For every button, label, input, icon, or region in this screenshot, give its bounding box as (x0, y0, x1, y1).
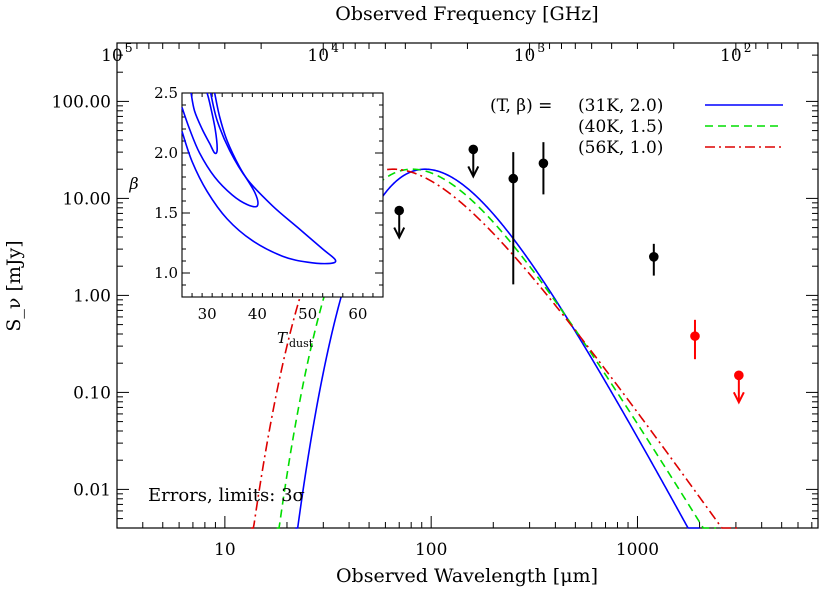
inset-y-label: β (128, 174, 138, 193)
data-point (394, 205, 405, 216)
inset-background (181, 92, 384, 298)
tick-marks (116, 42, 819, 529)
y-tick-label: 100.00 (52, 92, 111, 112)
y-tick-label: 0.10 (73, 383, 111, 403)
top-axis-label: Observed Frequency [GHz] (335, 3, 598, 25)
x-tick-label: 100 (415, 540, 447, 560)
inset-y-tick-label: 1.0 (154, 264, 178, 282)
y-tick-label: 0.01 (73, 480, 111, 500)
top-tick-exponent: 5 (125, 41, 133, 55)
upper-limit-arrowhead (467, 165, 480, 179)
inset-x-tick-label: 60 (348, 305, 367, 323)
upper-limit-arrowhead (393, 227, 406, 240)
data-point (468, 144, 479, 155)
annotation-errors: Errors, limits: 3σ (148, 485, 305, 506)
data-point (690, 331, 700, 341)
top-tick-label: 10 (307, 46, 329, 66)
top-tick-exponent: 4 (331, 41, 339, 55)
y-axis-label: S_ν [mJy] (3, 240, 25, 331)
inset-contour (190, 92, 218, 155)
inset-plot: 30 40 50 60 1.0 1.5 2.0 2.5 T dust β (128, 84, 384, 350)
upper-limit-arrowhead (732, 391, 745, 405)
inset-x-tick-label: 50 (298, 305, 317, 323)
inset-contour (181, 92, 337, 265)
legend: (T, β) = (31K, 2.0)(40K, 1.5)(56K, 1.0) (490, 96, 783, 158)
inset-y-tick-label: 2.0 (154, 144, 178, 162)
legend-label: (40K, 1.5) (578, 117, 663, 137)
x-tick-label: 10 (214, 540, 236, 560)
legend-header: (T, β) = (490, 96, 552, 116)
legend-label: (56K, 1.0) (578, 138, 663, 158)
inset-y-tick-label: 2.5 (154, 84, 178, 102)
inset-x-tick-label: 30 (198, 305, 217, 323)
data-point (508, 173, 519, 184)
top-tick-label: 10 (514, 46, 536, 66)
inset-x-label: T (277, 329, 288, 347)
inset-contour (181, 92, 259, 208)
inset-content: 30 40 50 60 1.0 1.5 2.0 2.5 (154, 84, 384, 323)
top-tick-exponent: 3 (538, 41, 546, 55)
y-tick-label: 1.00 (73, 286, 111, 306)
data-point (734, 370, 744, 381)
top-tick-label: 10 (101, 46, 123, 66)
data-point (649, 251, 659, 262)
x-axis-label: Observed Wavelength [μm] (336, 565, 598, 587)
top-tick-label: 10 (720, 46, 742, 66)
legend-label: (31K, 2.0) (578, 96, 663, 116)
inset-y-tick-label: 1.5 (154, 204, 178, 222)
data-point (538, 158, 549, 169)
top-tick-exponent: 2 (744, 41, 752, 55)
x-tick-label: 1000 (616, 540, 659, 560)
inset-x-label-sub: dust (289, 337, 314, 350)
data-points (393, 142, 745, 405)
inset-x-tick-label: 40 (248, 305, 267, 323)
y-tick-label: 10.00 (62, 189, 111, 209)
